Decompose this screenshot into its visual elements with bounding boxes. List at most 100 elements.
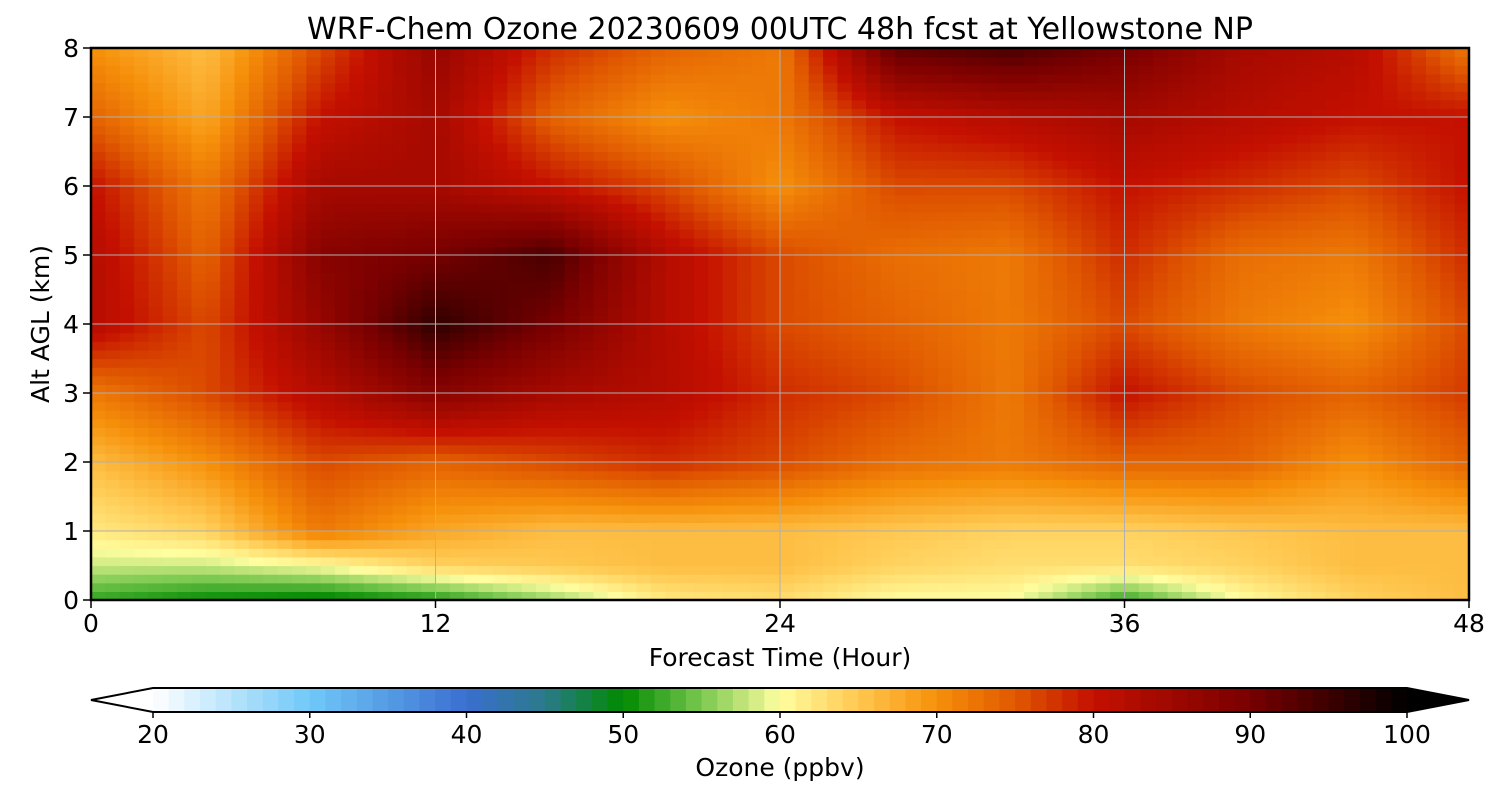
heatmap-cell	[1124, 418, 1140, 429]
heatmap-cell	[808, 565, 824, 575]
heatmap-cell	[894, 487, 910, 498]
heatmap-cell	[1210, 591, 1226, 600]
heatmap-cell	[808, 255, 824, 265]
heatmap-cell	[421, 151, 437, 161]
heatmap-cell	[564, 211, 580, 222]
heatmap-cell	[765, 263, 781, 273]
heatmap-cell	[335, 151, 350, 161]
heatmap-cell	[909, 505, 925, 515]
heatmap-cell	[1253, 298, 1269, 308]
heatmap-cell	[1095, 574, 1111, 584]
heatmap-cell	[894, 479, 910, 489]
heatmap-cell	[937, 574, 953, 584]
heatmap-cell	[306, 505, 322, 515]
heatmap-cell	[1196, 315, 1212, 325]
heatmap-cell	[1440, 401, 1456, 411]
heatmap-cell	[378, 341, 394, 351]
heatmap-cell	[1124, 306, 1140, 316]
heatmap-cell	[306, 160, 322, 170]
heatmap-cell	[1081, 462, 1097, 472]
heatmap-cell	[1239, 315, 1255, 325]
heatmap-cell	[607, 401, 623, 411]
heatmap-cell	[91, 229, 106, 239]
heatmap-cell	[378, 194, 394, 204]
heatmap-cell	[119, 470, 135, 480]
heatmap-cell	[1124, 194, 1140, 204]
heatmap-cell	[320, 358, 336, 368]
heatmap-cell	[823, 272, 839, 282]
heatmap-cell	[449, 556, 465, 567]
heatmap-cell	[693, 160, 709, 170]
heatmap-cell	[507, 229, 523, 239]
heatmap-cell	[1110, 280, 1126, 291]
heatmap-cell	[392, 539, 408, 549]
heatmap-cell	[693, 177, 709, 187]
heatmap-cell	[923, 298, 939, 308]
heatmap-cell	[306, 237, 322, 247]
heatmap-cell	[894, 367, 910, 377]
heatmap-cell	[234, 505, 250, 515]
heatmap-cell	[392, 574, 408, 584]
heatmap-cell	[622, 444, 638, 454]
heatmap-cell	[205, 211, 221, 222]
heatmap-cell	[449, 203, 465, 213]
heatmap-cell	[1052, 186, 1068, 196]
heatmap-cell	[1239, 565, 1255, 575]
heatmap-cell	[1052, 470, 1068, 480]
heatmap-cell	[1196, 444, 1212, 454]
heatmap-cell	[1382, 548, 1398, 558]
heatmap-cell	[1411, 272, 1427, 282]
heatmap-cell	[708, 496, 724, 506]
heatmap-cell	[234, 531, 250, 541]
heatmap-cell	[1368, 186, 1384, 196]
heatmap-cell	[1110, 453, 1126, 463]
heatmap-cell	[91, 522, 106, 532]
heatmap-cell	[1095, 418, 1111, 429]
heatmap-cell	[837, 401, 853, 411]
heatmap-cell	[1095, 246, 1111, 256]
heatmap-cell	[1425, 349, 1441, 360]
heatmap-cell	[808, 470, 824, 480]
heatmap-cell	[980, 237, 996, 247]
heatmap-cell	[248, 539, 264, 549]
heatmap-cell	[751, 263, 767, 273]
heatmap-cell	[1425, 436, 1441, 446]
heatmap-cell	[1167, 444, 1183, 454]
heatmap-cell	[851, 427, 867, 437]
heatmap-cell	[449, 384, 465, 394]
heatmap-cell	[722, 177, 738, 187]
heatmap-cell	[622, 367, 638, 377]
heatmap-cell	[191, 341, 207, 351]
heatmap-cell	[91, 410, 106, 420]
heatmap-cell	[1425, 418, 1441, 429]
heatmap-cell	[521, 591, 537, 600]
heatmap-cell	[535, 487, 551, 498]
heatmap-cell	[263, 255, 279, 265]
heatmap-cell	[1095, 358, 1111, 368]
heatmap-cell	[1081, 211, 1097, 222]
heatmap-cell	[909, 246, 925, 256]
heatmap-cell	[363, 324, 379, 334]
heatmap-cell	[1311, 211, 1327, 222]
heatmap-cell	[1124, 582, 1140, 592]
heatmap-cell	[1354, 470, 1370, 480]
heatmap-cell	[880, 186, 896, 196]
heatmap-cell	[679, 565, 695, 575]
heatmap-cell	[1124, 358, 1140, 368]
heatmap-cell	[349, 548, 365, 558]
heatmap-cell	[320, 229, 336, 239]
heatmap-cell	[751, 393, 767, 403]
heatmap-cell	[1296, 280, 1312, 291]
heatmap-cell	[421, 401, 437, 411]
heatmap-cell	[823, 349, 839, 360]
heatmap-cell	[1095, 237, 1111, 247]
heatmap-cell	[693, 462, 709, 472]
heatmap-cell	[91, 462, 106, 472]
heatmap-cell	[1339, 522, 1355, 532]
heatmap-cell	[148, 177, 164, 187]
heatmap-cell	[693, 194, 709, 204]
heatmap-cell	[478, 548, 494, 558]
heatmap-cell	[1454, 177, 1469, 187]
heatmap-cell	[1339, 470, 1355, 480]
heatmap-cell	[636, 496, 652, 506]
